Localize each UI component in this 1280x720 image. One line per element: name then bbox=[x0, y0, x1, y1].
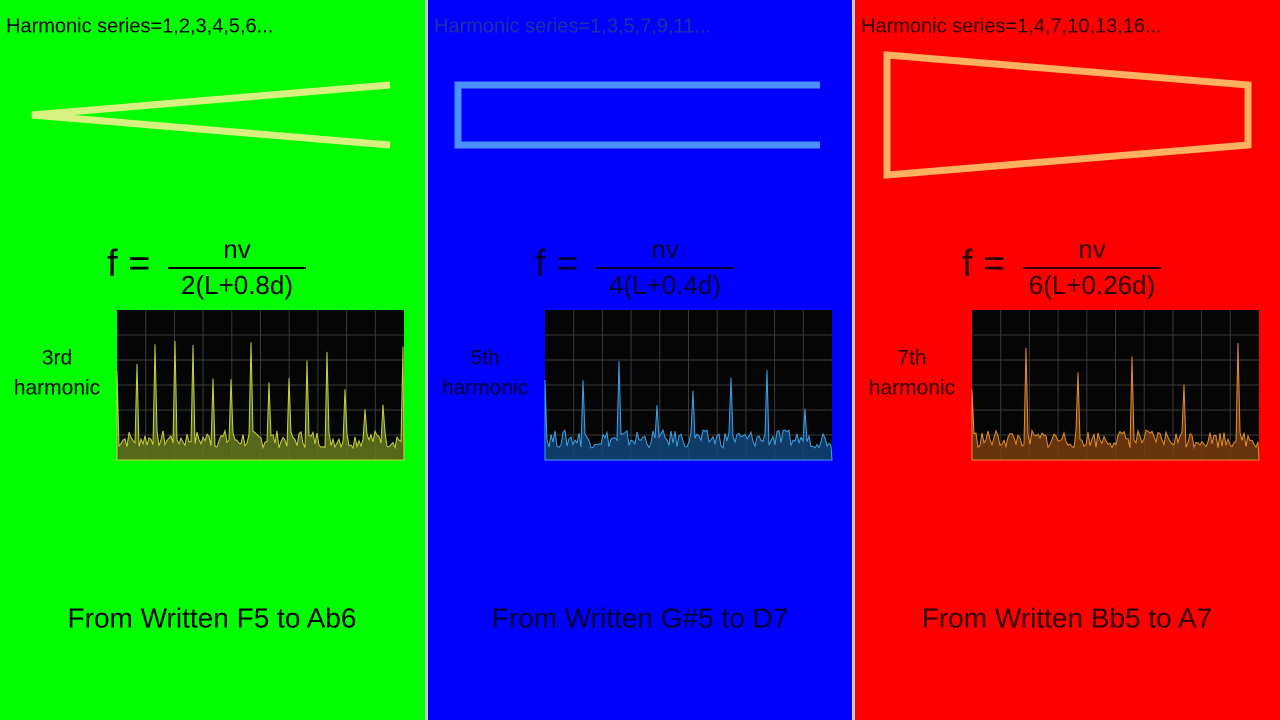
harmonic-label: harmonic bbox=[442, 377, 528, 400]
flared-bore bbox=[883, 51, 1252, 179]
formula-f: f = bbox=[962, 243, 1005, 285]
harmonic-label: 7th bbox=[897, 347, 926, 370]
harmonic-label: 3rd bbox=[42, 347, 72, 370]
spectrum-trace bbox=[116, 340, 405, 461]
formula-denominator: 6(L+0.26d) bbox=[1029, 270, 1155, 300]
formula-f: f = bbox=[535, 243, 578, 285]
formula-denominator: 4(L+0.4d) bbox=[609, 270, 721, 300]
caption: From Written Bb5 to A7 bbox=[922, 602, 1213, 633]
cylindrical-bore bbox=[454, 81, 820, 149]
formula-numerator: nv bbox=[223, 234, 250, 264]
series-label: Harmonic series=1,3,5,7,9,11... bbox=[434, 15, 711, 37]
harmonic-label: harmonic bbox=[14, 377, 100, 400]
formula-numerator: nv bbox=[1078, 234, 1105, 264]
formula-f: f = bbox=[107, 243, 150, 285]
harmonic-label: 5th bbox=[470, 347, 499, 370]
conical-bore bbox=[31, 81, 391, 149]
series-label: Harmonic series=1,4,7,10,13,16... bbox=[861, 15, 1162, 37]
caption: From Written F5 to Ab6 bbox=[68, 602, 357, 633]
formula-denominator: 2(L+0.8d) bbox=[181, 270, 293, 300]
spectrum-trace bbox=[544, 361, 833, 461]
formula-numerator: nv bbox=[651, 234, 678, 264]
series-label: Harmonic series=1,2,3,4,5,6... bbox=[6, 15, 273, 37]
spectrum-trace bbox=[971, 343, 1260, 461]
harmonic-label: harmonic bbox=[869, 377, 955, 400]
caption: From Written G#5 to D7 bbox=[492, 602, 789, 633]
